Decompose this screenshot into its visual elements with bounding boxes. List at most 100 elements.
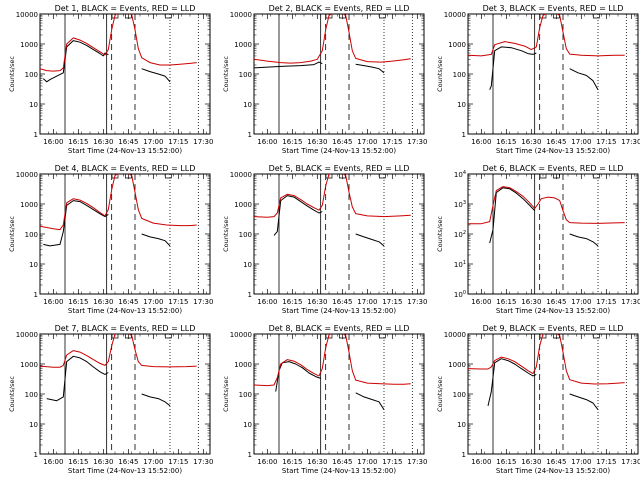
plot-frame — [39, 173, 211, 295]
x-tick-label: 17:00 — [357, 138, 377, 146]
x-axis-label: Start Time (24-Nov-13 15:52:00) — [496, 307, 610, 315]
panel-det-5: Det 5, BLACK = Events, RED = LLD 1 10 100 10… — [222, 164, 427, 315]
top-interval-mark — [378, 14, 386, 19]
panel-det-8: Det 8, BLACK = Events, RED = LLD 1 10 100 10… — [222, 324, 427, 475]
x-tick-label: 16:00 — [471, 138, 491, 146]
series-events-line — [43, 200, 109, 247]
x-tick-label: 16:00 — [257, 138, 277, 146]
x-tick-label: 16:30 — [93, 298, 113, 306]
y-tick-label: 10000 — [16, 171, 38, 179]
y-tick-label: 10000 — [444, 11, 466, 19]
series-events-line — [355, 392, 385, 410]
y-tick-label: 1 — [34, 291, 38, 299]
y-tick-label: 100 — [239, 391, 252, 399]
panel-title: Det 8, BLACK = Events, RED = LLD — [269, 324, 410, 333]
x-tick-label: 16:45 — [332, 458, 352, 466]
y-axis-label: Counts/sec — [436, 216, 444, 252]
series-lld-line — [468, 186, 625, 225]
y-axis-label: Counts/sec — [222, 376, 230, 412]
y-tick-label: 10 — [457, 421, 466, 429]
y-tick-label: 1 — [34, 131, 38, 139]
top-interval-mark — [111, 14, 119, 19]
panel-title: Det 2, BLACK = Events, RED = LLD — [269, 4, 410, 13]
y-tick-label: 10 — [457, 101, 466, 109]
series-lld-line — [254, 334, 411, 387]
top-interval-mark — [592, 14, 600, 19]
y-tick-label: 100 — [454, 290, 466, 299]
series-events-line — [42, 40, 109, 83]
y-tick-label: 1 — [248, 291, 252, 299]
x-tick-label: 17:15 — [596, 458, 616, 466]
series-events-line — [46, 355, 109, 402]
x-tick-label: 17:00 — [143, 298, 163, 306]
x-tick-label: 16:15 — [496, 298, 516, 306]
top-interval-mark — [325, 334, 333, 339]
y-tick-label: 10 — [243, 101, 252, 109]
y-tick-label: 10000 — [444, 331, 466, 339]
x-tick-label: 17:15 — [596, 298, 616, 306]
top-interval-mark — [592, 174, 600, 179]
y-tick-label: 101 — [454, 260, 466, 269]
series-group — [254, 14, 411, 74]
x-tick-label: 17:15 — [168, 138, 188, 146]
y-tick-label: 10 — [29, 261, 38, 269]
top-interval-mark — [164, 334, 172, 339]
x-tick-label: 16:30 — [521, 458, 541, 466]
y-tick-label: 100 — [25, 391, 38, 399]
x-axis-label: Start Time (24-Nov-13 15:52:00) — [496, 147, 610, 155]
x-tick-label: 17:30 — [621, 458, 640, 466]
x-tick-label: 17:15 — [168, 298, 188, 306]
top-interval-mark — [325, 14, 333, 19]
y-tick-label: 1000 — [448, 361, 466, 369]
y-tick-label: 100 — [453, 71, 466, 79]
y-tick-label: 1000 — [448, 41, 466, 49]
y-tick-label: 1 — [462, 451, 466, 459]
series-events-line — [489, 46, 537, 90]
y-tick-label: 1000 — [234, 201, 252, 209]
series-group — [254, 334, 411, 410]
x-tick-label: 16:30 — [93, 138, 113, 146]
x-tick-label: 16:00 — [471, 298, 491, 306]
top-interval-mark — [124, 14, 132, 19]
panel-title: Det 7, BLACK = Events, RED = LLD — [55, 324, 196, 333]
x-tick-label: 17:30 — [193, 138, 213, 146]
y-tick-label: 1 — [248, 451, 252, 459]
x-axis-label: Start Time (24-Nov-13 15:52:00) — [496, 467, 610, 475]
x-axis-label: Start Time (24-Nov-13 15:52:00) — [68, 307, 182, 315]
x-tick-label: 17:30 — [407, 138, 427, 146]
x-tick-label: 17:30 — [407, 298, 427, 306]
series-group — [468, 14, 625, 90]
y-tick-label: 1 — [34, 451, 38, 459]
plot-frame — [253, 333, 425, 455]
plot-frame — [253, 13, 425, 135]
x-tick-label: 16:30 — [521, 138, 541, 146]
series-events-line — [487, 358, 537, 407]
series-lld-line — [40, 14, 197, 72]
panel-det-2: Det 2, BLACK = Events, RED = LLD 1 10 100 10… — [222, 4, 427, 155]
x-tick-label: 17:00 — [143, 458, 163, 466]
x-tick-label: 16:30 — [521, 298, 541, 306]
y-tick-label: 10000 — [230, 331, 252, 339]
series-events-line — [254, 61, 323, 69]
x-tick-label: 17:30 — [193, 298, 213, 306]
panel-det-3: Det 3, BLACK = Events, RED = LLD 1 10 100 10… — [436, 4, 640, 155]
x-tick-label: 16:15 — [282, 138, 302, 146]
x-tick-label: 16:30 — [307, 458, 327, 466]
series-lld-line — [40, 334, 197, 368]
x-tick-label: 16:30 — [93, 458, 113, 466]
plot-frame — [39, 13, 211, 135]
x-axis-label: Start Time (24-Nov-13 15:52:00) — [282, 467, 396, 475]
y-tick-label: 1000 — [20, 201, 38, 209]
plot-frame — [39, 333, 211, 455]
series-group — [254, 174, 411, 247]
x-tick-label: 16:00 — [257, 458, 277, 466]
x-tick-label: 16:15 — [68, 298, 88, 306]
x-tick-label: 17:00 — [357, 298, 377, 306]
top-interval-mark — [378, 334, 386, 339]
y-tick-label: 10 — [243, 421, 252, 429]
series-group — [40, 334, 197, 407]
panel-title: Det 4, BLACK = Events, RED = LLD — [55, 164, 196, 173]
y-tick-label: 10000 — [16, 331, 38, 339]
panel-det-7: Det 7, BLACK = Events, RED = LLD 1 10 100 10… — [8, 324, 213, 475]
top-interval-mark — [164, 14, 172, 19]
